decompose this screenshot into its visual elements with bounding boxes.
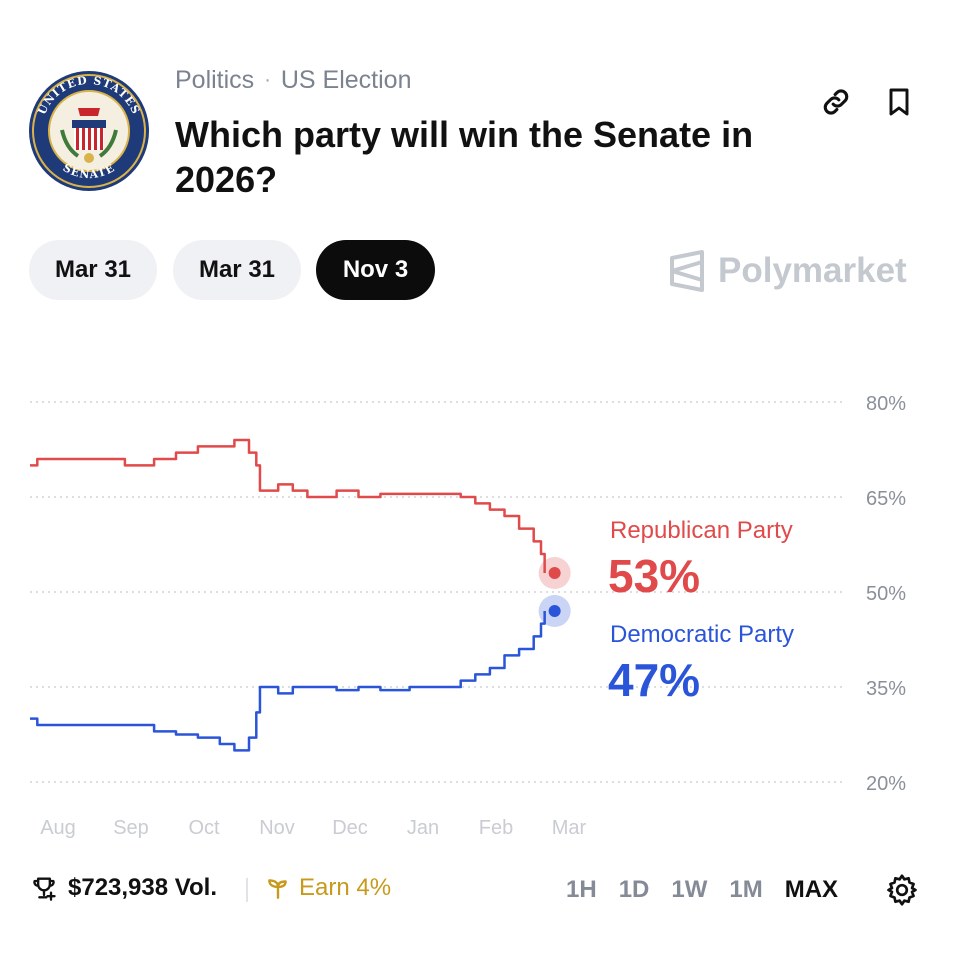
x-tick-label: Dec bbox=[332, 817, 368, 839]
trophy-icon bbox=[33, 877, 56, 901]
range-max[interactable]: MAX bbox=[784, 876, 839, 903]
series-name-label: Republican Party bbox=[610, 517, 793, 544]
y-tick-label: 35% bbox=[866, 678, 906, 700]
date-tab-label: Mar 31 bbox=[54, 256, 132, 283]
polymarket-logo-icon bbox=[670, 250, 704, 292]
x-tick-label: Nov bbox=[259, 817, 295, 839]
x-tick-label: Sep bbox=[113, 817, 149, 839]
senate-seal-logo: UNITED STATES SENATE bbox=[28, 70, 150, 192]
x-tick-label: Feb bbox=[479, 817, 513, 839]
link-icon bbox=[823, 89, 849, 115]
date-tab-label: Mar 31 bbox=[198, 256, 276, 283]
chart-settings-button[interactable] bbox=[884, 872, 920, 908]
series-value-label: 47% bbox=[608, 654, 700, 706]
date-tab-1[interactable]: Mar 31 bbox=[29, 240, 157, 300]
volume: $723,938 Vol. bbox=[30, 874, 217, 902]
svg-text:SENATE: SENATE bbox=[61, 161, 118, 181]
series-line-republican bbox=[30, 438, 546, 573]
range-1w[interactable]: 1W bbox=[671, 876, 708, 903]
series-endpoint bbox=[548, 567, 561, 579]
y-tick-label: 50% bbox=[866, 583, 906, 605]
copy-link-button[interactable] bbox=[816, 82, 856, 122]
sprout-icon bbox=[268, 879, 287, 899]
polymarket-brand: Polymarket bbox=[668, 248, 907, 294]
date-tab-label: Nov 3 bbox=[342, 256, 409, 283]
earn-label: Earn 4% bbox=[299, 874, 392, 901]
date-tab-2[interactable]: Mar 31 bbox=[173, 240, 301, 300]
range-1m[interactable]: 1M bbox=[729, 876, 763, 903]
series-value-label: 53% bbox=[608, 550, 700, 602]
series-line-democratic bbox=[30, 611, 546, 752]
breadcrumb: Politics · US Election bbox=[175, 66, 411, 95]
date-tab-3[interactable]: Nov 3 bbox=[316, 240, 435, 300]
x-tick-label: Oct bbox=[188, 817, 220, 839]
brand-name: Polymarket bbox=[718, 251, 907, 290]
y-tick-label: 80% bbox=[866, 393, 906, 415]
breadcrumb-separator: · bbox=[264, 69, 271, 91]
page-title: Which party will win the Senate in 2026? bbox=[175, 114, 754, 200]
breadcrumb-subcategory[interactable]: US Election bbox=[280, 66, 412, 94]
earn-badge[interactable]: Earn 4% bbox=[265, 874, 391, 902]
x-tick-label: Jan bbox=[407, 817, 439, 839]
bookmark-button[interactable] bbox=[879, 82, 919, 122]
bookmark-icon bbox=[889, 88, 909, 116]
y-tick-label: 20% bbox=[866, 773, 906, 795]
x-tick-label: Mar bbox=[552, 817, 587, 839]
y-tick-label: 65% bbox=[866, 488, 906, 510]
breadcrumb-category[interactable]: Politics bbox=[175, 66, 255, 94]
range-1h[interactable]: 1H bbox=[566, 876, 597, 903]
price-chart[interactable]: 80% 65% 50% 35% 20% Aug Sep Oct Nov Dec Jan Feb Mar R… bbox=[0, 380, 969, 850]
range-1d[interactable]: 1D bbox=[618, 876, 650, 903]
volume-value: $723,938 Vol. bbox=[68, 874, 217, 901]
gear-icon bbox=[887, 874, 917, 906]
footer-divider bbox=[246, 878, 248, 902]
series-name-label: Democratic Party bbox=[610, 621, 794, 648]
x-tick-label: Aug bbox=[40, 817, 76, 839]
time-range-selector: 1H 1D 1W 1M MAX bbox=[566, 874, 849, 906]
series-endpoint bbox=[548, 605, 561, 617]
chart-footer: $723,938 Vol. Earn 4% 1H 1D 1W 1M MAX bbox=[0, 862, 969, 918]
